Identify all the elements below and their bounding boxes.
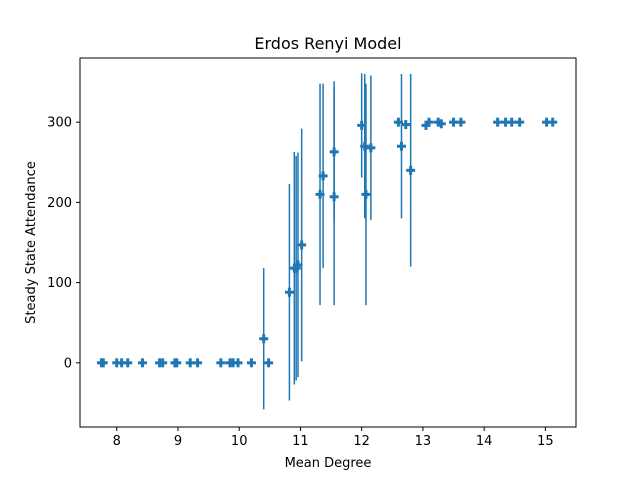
plot-frame bbox=[79, 57, 577, 428]
x-tick-label: 12 bbox=[353, 434, 370, 449]
data-point bbox=[406, 74, 416, 267]
data-marks bbox=[96, 73, 558, 410]
x-tick-label: 13 bbox=[415, 434, 432, 449]
data-point bbox=[329, 88, 339, 306]
data-point bbox=[507, 117, 517, 127]
data-point bbox=[123, 358, 133, 368]
y-axis: 0 100 200 300 bbox=[47, 116, 80, 371]
data-point bbox=[246, 358, 256, 368]
data-point bbox=[361, 83, 371, 306]
y-tick-label: 300 bbox=[47, 116, 72, 131]
data-point bbox=[284, 183, 294, 401]
y-tick-label: 100 bbox=[47, 276, 72, 291]
data-point bbox=[172, 358, 182, 368]
data-point bbox=[137, 358, 147, 368]
data-point bbox=[318, 83, 328, 269]
data-point bbox=[456, 117, 466, 127]
x-tick-label: 9 bbox=[174, 434, 182, 449]
x-tick-label: 15 bbox=[537, 434, 554, 449]
x-tick-label: 11 bbox=[292, 434, 309, 449]
y-tick-label: 0 bbox=[64, 356, 72, 371]
data-point bbox=[396, 74, 406, 219]
chart-title: Erdos Renyi Model bbox=[254, 34, 401, 53]
data-point bbox=[436, 119, 446, 129]
x-tick-label: 8 bbox=[113, 434, 121, 449]
data-point bbox=[366, 75, 376, 221]
x-tick-label: 10 bbox=[231, 434, 248, 449]
data-point bbox=[158, 358, 168, 368]
data-point bbox=[548, 117, 558, 127]
x-axis-label: Mean Degree bbox=[285, 456, 372, 471]
data-point bbox=[259, 268, 269, 410]
x-tick-label: 14 bbox=[476, 434, 493, 449]
data-point bbox=[264, 358, 274, 368]
data-point bbox=[515, 117, 525, 127]
data-point bbox=[401, 120, 411, 130]
x-axis: 8 9 10 11 12 13 14 15 bbox=[113, 427, 554, 449]
data-point bbox=[216, 358, 226, 368]
data-point bbox=[493, 117, 503, 127]
data-point bbox=[233, 358, 243, 368]
data-point bbox=[424, 117, 434, 127]
y-axis-label: Steady State Attendance bbox=[24, 161, 39, 324]
data-point bbox=[193, 358, 203, 368]
data-point bbox=[297, 128, 307, 362]
y-tick-label: 200 bbox=[47, 196, 72, 211]
data-point bbox=[98, 358, 108, 368]
